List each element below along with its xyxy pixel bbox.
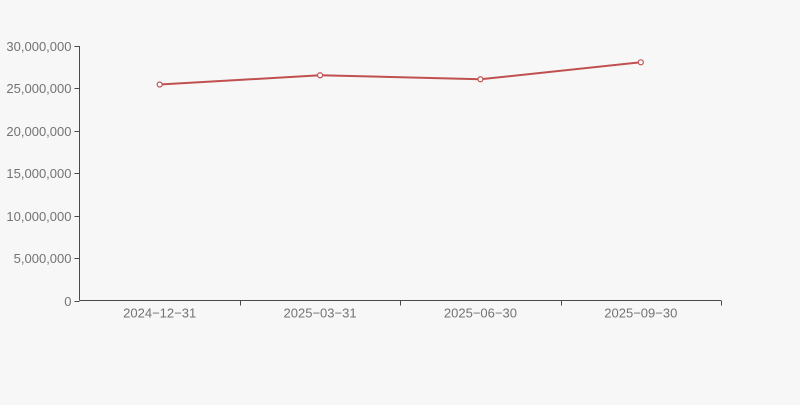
y-axis-tick-label: 25,000,000: [6, 81, 71, 96]
y-axis-tick-label: 15,000,000: [6, 166, 71, 181]
y-axis-tick-label: 30,000,000: [6, 39, 71, 54]
data-point-marker: [637, 59, 644, 66]
x-axis-tick-label: 2025−09−30: [604, 306, 677, 321]
data-point-marker: [316, 72, 324, 79]
data-point-marker: [477, 76, 484, 83]
y-axis-tick-label: 10,000,000: [6, 209, 71, 224]
x-axis-tick-label: 2025−06−30: [444, 306, 517, 321]
y-axis-tick-label: 0: [64, 294, 71, 309]
x-axis-tick-label: 2024−12−31: [123, 306, 196, 321]
x-axis-tick-label: 2025−03−31: [284, 306, 357, 321]
y-axis-tick-label: 20,000,000: [6, 124, 71, 139]
y-axis-tick-label: 5,000,000: [14, 251, 72, 266]
data-point-marker: [156, 81, 163, 88]
series-line: [158, 61, 642, 86]
